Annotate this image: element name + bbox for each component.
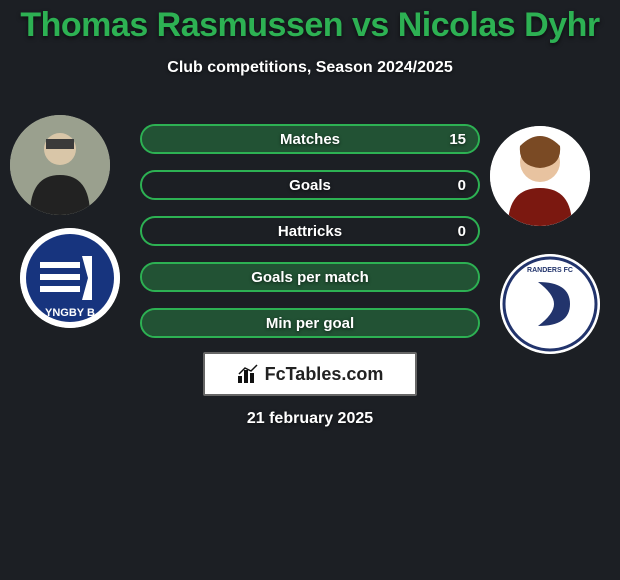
stat-row: Min per goal xyxy=(140,308,480,338)
subtitle: Club competitions, Season 2024/2025 xyxy=(0,59,620,77)
stat-row: Goals per match xyxy=(140,262,480,292)
stat-label: Min per goal xyxy=(142,310,478,336)
bars-icon xyxy=(237,364,259,384)
person-icon xyxy=(10,115,110,215)
brand-box[interactable]: FcTables.com xyxy=(203,352,417,396)
brand-text: FcTables.com xyxy=(265,364,384,385)
club-badge-icon: RANDERS FC xyxy=(500,254,600,354)
player-right-club-logo: RANDERS FC xyxy=(500,254,600,354)
stat-label: Hattricks xyxy=(142,218,478,244)
player-left-club-logo: YNGBY B xyxy=(20,228,120,328)
comparison-card: Thomas Rasmussen vs Nicolas Dyhr Club co… xyxy=(0,0,620,580)
player-right-photo xyxy=(490,126,590,226)
stat-label: Matches xyxy=(142,126,478,152)
stat-label: Goals per match xyxy=(142,264,478,290)
club-badge-icon: YNGBY B xyxy=(20,228,120,328)
stat-row: Goals0 xyxy=(140,170,480,200)
stat-value-right: 0 xyxy=(458,172,466,198)
club-right-label: RANDERS FC xyxy=(527,267,573,274)
stats-panel: Matches15Goals0Hattricks0Goals per match… xyxy=(140,124,480,354)
page-title: Thomas Rasmussen vs Nicolas Dyhr xyxy=(0,0,620,45)
player-left-photo xyxy=(10,115,110,215)
person-icon xyxy=(490,126,590,226)
stat-row: Hattricks0 xyxy=(140,216,480,246)
club-left-label: YNGBY B xyxy=(45,307,95,319)
comparison-date: 21 february 2025 xyxy=(0,410,620,428)
stat-label: Goals xyxy=(142,172,478,198)
stat-row: Matches15 xyxy=(140,124,480,154)
stat-value-right: 0 xyxy=(458,218,466,244)
stat-value-right: 15 xyxy=(449,126,466,152)
